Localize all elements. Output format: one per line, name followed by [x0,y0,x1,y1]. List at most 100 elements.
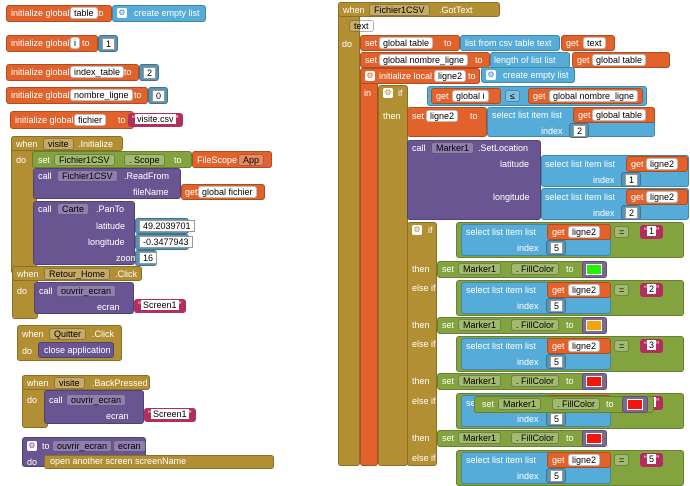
operator-selector[interactable]: = [614,284,630,296]
text-block[interactable]: “Screen1” [144,408,196,422]
text-block[interactable]: “3” [640,339,664,353]
create-empty-list-block[interactable] [481,67,575,83]
color-swatch[interactable] [586,264,602,275]
latitude-value[interactable]: 49.2039701 [139,220,195,232]
variable-selector[interactable]: global nombre_ligne [379,54,469,66]
gottext-event-spine[interactable] [338,2,360,466]
text-value[interactable]: visite.csv [135,114,176,124]
global-name-field[interactable]: i [70,37,80,49]
color-swatch[interactable] [627,399,643,410]
local-variable-name[interactable]: ligne2 [434,70,467,82]
text-block[interactable]: “2” [640,283,664,297]
global-name-field[interactable]: nombre_ligne [70,89,133,101]
variable-selector[interactable]: ligne2 [568,340,601,352]
component-selector[interactable]: visite [43,138,74,150]
text-value[interactable]: Screen1 [141,300,179,310]
property-selector[interactable]: . FillColor [511,263,560,275]
property-selector[interactable]: . FillColor [552,398,601,410]
component-selector[interactable]: Fichier1CSV [57,170,118,182]
visite-initialize-header[interactable] [11,136,123,151]
number-field[interactable]: 5 [550,242,564,254]
gear-icon[interactable]: ⚙ [27,441,37,451]
global-name-field[interactable]: table [70,7,98,19]
variable-selector[interactable]: global fichier [198,186,257,198]
component-selector[interactable]: Marker1 [498,398,542,410]
procedure-selector[interactable]: ouvrir_ecran [56,285,117,297]
create-empty-list-block[interactable] [112,5,206,22]
component-selector[interactable]: Marker1 [431,142,475,154]
component-selector[interactable]: Quitter [49,328,87,340]
procedure-param[interactable]: ecran [113,440,146,452]
global-name-field[interactable]: fichier [74,114,107,126]
compare-value[interactable]: 3 [647,340,657,350]
component-selector[interactable]: Marker1 [458,319,502,331]
number-field[interactable]: 2 [573,125,587,137]
property-selector[interactable]: . FillColor [511,319,560,331]
number-field[interactable]: 5 [550,300,564,312]
component-selector[interactable]: Marker1 [458,432,502,444]
filescope-block[interactable] [192,151,272,168]
number-field[interactable]: 2 [625,207,639,219]
variable-selector[interactable]: ligne2 [568,226,601,238]
component-selector[interactable]: Fichier1CSV [369,4,430,16]
setlocation-call-block[interactable] [407,140,541,220]
property-selector[interactable]: . FillColor [511,375,560,387]
compare-value[interactable]: 2 [647,284,657,294]
variable-selector[interactable]: global i [452,90,489,102]
longitude-value[interactable]: -0.3477943 [139,236,193,248]
variable-selector[interactable]: ligne2 [646,158,679,170]
gear-icon[interactable]: ⚙ [486,70,496,80]
operator-selector[interactable]: ≤ [505,90,520,102]
component-selector[interactable]: visite [54,377,85,389]
number-field[interactable]: 5 [550,470,564,482]
variable-selector[interactable]: ligne2 [646,191,679,203]
zoom-value[interactable]: 16 [139,252,158,264]
operator-selector[interactable]: = [614,340,630,352]
gear-icon[interactable]: ⚙ [412,225,422,235]
variable-selector[interactable]: text [583,37,606,49]
outer-if-spine[interactable] [378,85,408,466]
property-selector[interactable]: . FillColor [511,432,560,444]
variable-selector[interactable]: ligne2 [568,284,601,296]
property-selector[interactable]: . Scope [124,154,165,166]
list-from-csv-block[interactable] [460,35,560,51]
component-selector[interactable]: Fichier1CSV [54,154,115,166]
number-field[interactable]: 1 [625,174,639,186]
set-scope-block[interactable] [32,151,192,168]
text-block[interactable]: “5” [640,453,664,467]
variable-selector[interactable]: global table [592,109,647,121]
text-value[interactable]: Screen1 [151,409,189,419]
call-ouvrir-ecran-block[interactable] [34,282,134,314]
event-param[interactable]: text [349,20,374,32]
component-selector[interactable]: Marker1 [458,375,502,387]
variable-selector[interactable]: global nombre_ligne [549,90,639,102]
gottext-event-header[interactable] [338,2,500,17]
component-selector[interactable]: Marker1 [458,263,502,275]
color-swatch[interactable] [586,433,602,444]
number-field[interactable]: 5 [550,413,564,425]
variable-selector[interactable]: ligne2 [426,110,459,122]
readfrom-call-block[interactable] [33,168,181,199]
compare-value[interactable]: 1 [647,226,657,236]
panto-call-block[interactable] [33,201,135,265]
gear-icon[interactable]: ⚙ [117,8,127,18]
text-block[interactable]: “Screen1” [134,299,186,313]
scope-option-selector[interactable]: App [238,154,265,166]
gear-icon[interactable]: ⚙ [383,88,393,98]
operator-selector[interactable]: = [614,454,630,466]
number-field[interactable]: 5 [550,356,564,368]
text-block[interactable]: “1” [640,225,664,239]
component-selector[interactable]: Carte [57,203,90,215]
close-application-block[interactable] [38,342,114,358]
color-swatch[interactable] [586,376,602,387]
number-field[interactable]: 1 [102,38,116,50]
compare-value[interactable]: 5 [647,454,657,464]
variable-selector[interactable]: global table [379,37,434,49]
procedure-selector[interactable]: ouvrir_ecran [66,394,127,406]
color-if-spine[interactable] [407,222,437,466]
color-swatch[interactable] [586,320,602,331]
number-field[interactable]: 2 [143,67,157,79]
component-selector[interactable]: Retour_Home [44,268,111,280]
text-block[interactable]: “visite.csv” [128,113,183,127]
variable-selector[interactable]: global table [592,54,647,66]
